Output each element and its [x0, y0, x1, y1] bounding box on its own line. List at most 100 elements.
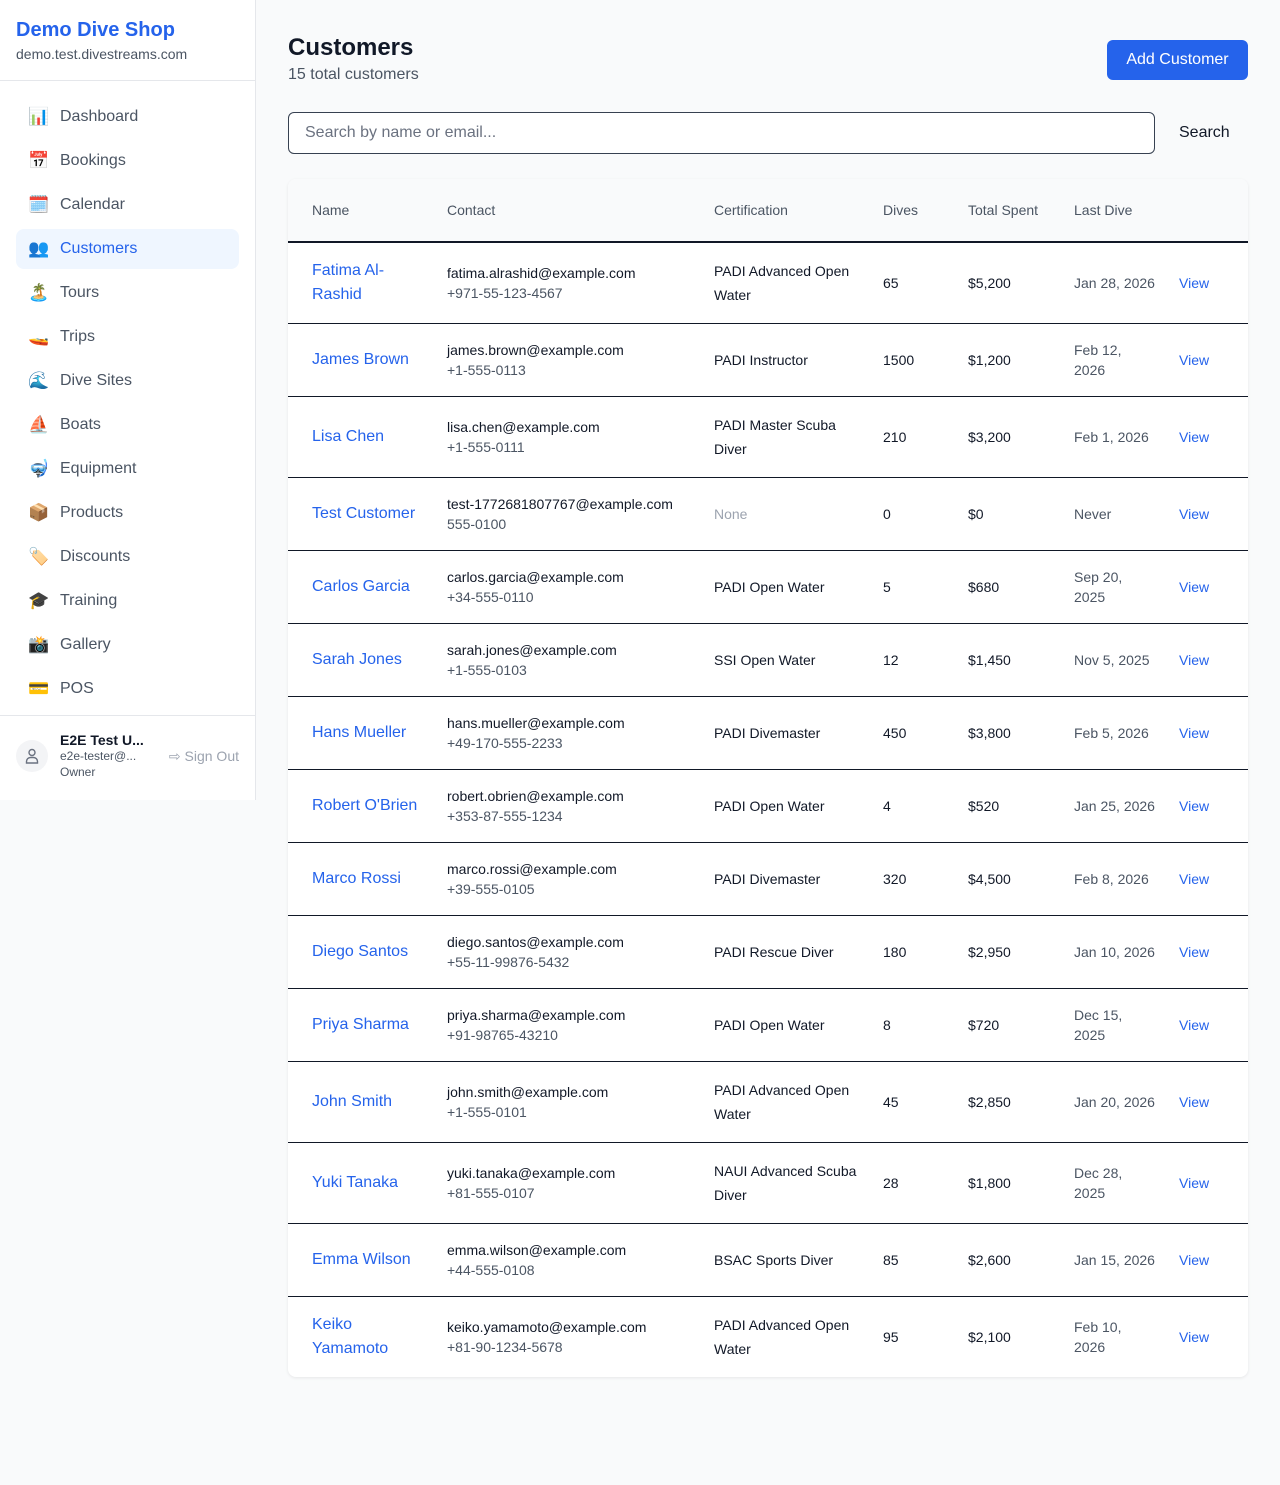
sidebar-item-label: Dive Sites: [60, 372, 133, 389]
view-customer-link[interactable]: View: [1179, 944, 1210, 960]
sidebar-item-label: Bookings: [60, 152, 126, 169]
view-customer-link[interactable]: View: [1179, 1175, 1210, 1191]
view-customer-link[interactable]: View: [1179, 429, 1210, 445]
view-customer-link[interactable]: View: [1179, 652, 1210, 668]
dives: 65: [871, 242, 956, 324]
sidebar-item-customers[interactable]: 👥 Customers: [16, 229, 239, 269]
customer-phone: +91-98765-43210: [447, 1027, 558, 1043]
customer-name-link[interactable]: Test Customer: [312, 505, 416, 522]
users-icon: 👥: [28, 239, 50, 258]
view-customer-link[interactable]: View: [1179, 579, 1210, 595]
sign-out-icon: ⇨: [168, 747, 181, 764]
view-customer-link[interactable]: View: [1179, 725, 1210, 741]
view-customer-link[interactable]: View: [1179, 1252, 1210, 1268]
sidebar-item-label: Products: [60, 504, 124, 521]
customer-name-link[interactable]: John Smith: [312, 1093, 393, 1110]
view-customer-link[interactable]: View: [1179, 352, 1210, 368]
last-dive: Nov 5, 2025: [1062, 623, 1167, 697]
table-row: John Smith john.smith@example.com +1-555-…: [288, 1061, 1248, 1143]
table-row: Keiko Yamamoto keiko.yamamoto@example.co…: [288, 1297, 1248, 1378]
view-customer-link[interactable]: View: [1179, 871, 1210, 887]
customer-name-link[interactable]: Emma Wilson: [312, 1251, 411, 1268]
customer-name-link[interactable]: Keiko Yamamoto: [312, 1316, 389, 1357]
dives: 28: [871, 1142, 956, 1224]
sidebar-item-dashboard[interactable]: 📊 Dashboard: [16, 97, 239, 137]
sidebar-item-training[interactable]: 🎓 Training: [16, 581, 239, 621]
search-input[interactable]: [288, 112, 1155, 154]
customer-name-link[interactable]: Lisa Chen: [312, 428, 385, 445]
customer-name-link[interactable]: Priya Sharma: [312, 1016, 409, 1033]
sidebar: Demo Dive Shop demo.test.divestreams.com…: [0, 0, 256, 800]
certification: PADI Instructor: [702, 323, 871, 397]
last-dive: Feb 12, 2026: [1062, 323, 1167, 397]
customer-name-link[interactable]: Sarah Jones: [312, 651, 402, 668]
customer-name-link[interactable]: James Brown: [312, 351, 409, 368]
credit-card-icon: 💳: [28, 679, 50, 698]
view-customer-link[interactable]: View: [1179, 798, 1210, 814]
customer-phone: +81-555-0107: [447, 1185, 535, 1201]
calendar-date-icon: 📅: [28, 151, 50, 170]
certification: PADI Open Water: [702, 988, 871, 1062]
customer-phone: +1-555-0113: [447, 362, 526, 378]
customer-name-link[interactable]: Carlos Garcia: [312, 578, 410, 595]
view-customer-link[interactable]: View: [1179, 1017, 1210, 1033]
customer-name-link[interactable]: Diego Santos: [312, 943, 409, 960]
table-row: Diego Santos diego.santos@example.com +55…: [288, 915, 1248, 989]
sidebar-item-discounts[interactable]: 🏷️ Discounts: [16, 537, 239, 577]
bar-chart-icon: 📊: [28, 107, 50, 126]
customer-count: 15 total customers: [288, 66, 419, 83]
sidebar-item-label: Gallery: [60, 636, 111, 653]
sidebar-item-label: Equipment: [60, 460, 137, 477]
sidebar-item-tours[interactable]: 🏝️ Tours: [16, 273, 239, 313]
sidebar-item-dive-sites[interactable]: 🌊 Dive Sites: [16, 361, 239, 401]
table-row: Priya Sharma priya.sharma@example.com +91…: [288, 988, 1248, 1062]
view-customer-link[interactable]: View: [1179, 1094, 1210, 1110]
sidebar-item-bookings[interactable]: 📅 Bookings: [16, 141, 239, 181]
shop-name[interactable]: Demo Dive Shop: [16, 19, 175, 41]
sidebar-item-pos[interactable]: 💳 POS: [16, 669, 239, 709]
table-row: Emma Wilson emma.wilson@example.com +44-5…: [288, 1223, 1248, 1297]
dives: 450: [871, 696, 956, 770]
view-customer-link[interactable]: View: [1179, 506, 1210, 522]
customer-name-link[interactable]: Robert O'Brien: [312, 797, 418, 814]
sidebar-item-products[interactable]: 📦 Products: [16, 493, 239, 533]
total-spent: $1,800: [956, 1142, 1062, 1224]
customer-phone: +1-555-0101: [447, 1104, 527, 1120]
dives: 0: [871, 477, 956, 551]
dives: 320: [871, 842, 956, 916]
sidebar-item-gallery[interactable]: 📸 Gallery: [16, 625, 239, 665]
main-content: Customers 15 total customers Add Custome…: [288, 32, 1248, 1377]
total-spent: $2,100: [968, 1329, 1011, 1345]
user-avatar-icon: [16, 740, 48, 772]
search-button[interactable]: Search: [1179, 124, 1230, 141]
last-dive: Feb 10, 2026: [1074, 1319, 1122, 1355]
column-header: Name: [288, 179, 435, 243]
total-spent: $3,200: [956, 396, 1062, 478]
customer-name-link[interactable]: Yuki Tanaka: [312, 1174, 398, 1191]
certification: None: [702, 477, 871, 551]
view-customer-link[interactable]: View: [1179, 275, 1210, 291]
sidebar-item-calendar[interactable]: 🗓️ Calendar: [16, 185, 239, 225]
user-role: Owner: [60, 765, 96, 779]
sailboat-icon: ⛵: [28, 415, 50, 434]
customer-name-link[interactable]: Fatima Al-Rashid: [312, 262, 385, 303]
table-row: Yuki Tanaka yuki.tanaka@example.com +81-5…: [288, 1142, 1248, 1224]
column-header: Certification: [702, 179, 871, 243]
certification: PADI Divemaster: [702, 696, 871, 770]
last-dive: Dec 28, 2025: [1062, 1142, 1167, 1224]
add-customer-button[interactable]: Add Customer: [1107, 40, 1248, 80]
sidebar-item-boats[interactable]: ⛵ Boats: [16, 405, 239, 445]
view-customer-link[interactable]: View: [1179, 1329, 1210, 1345]
dives: 85: [871, 1223, 956, 1297]
sign-out-button[interactable]: ⇨ Sign Out: [169, 748, 239, 765]
customer-name-link[interactable]: Hans Mueller: [312, 724, 407, 741]
certification: SSI Open Water: [702, 623, 871, 697]
total-spent: $2,600: [956, 1223, 1062, 1297]
table-row: Hans Mueller hans.mueller@example.com +49…: [288, 696, 1248, 770]
customer-email: john.smith@example.com: [447, 1084, 609, 1100]
sidebar-item-equipment[interactable]: 🤿 Equipment: [16, 449, 239, 489]
customer-name-link[interactable]: Marco Rossi: [312, 870, 401, 887]
table-row: Lisa Chen lisa.chen@example.com +1-555-01…: [288, 396, 1248, 478]
table-row: Robert O'Brien robert.obrien@example.com…: [288, 769, 1248, 843]
sidebar-item-trips[interactable]: 🚤 Trips: [16, 317, 239, 357]
